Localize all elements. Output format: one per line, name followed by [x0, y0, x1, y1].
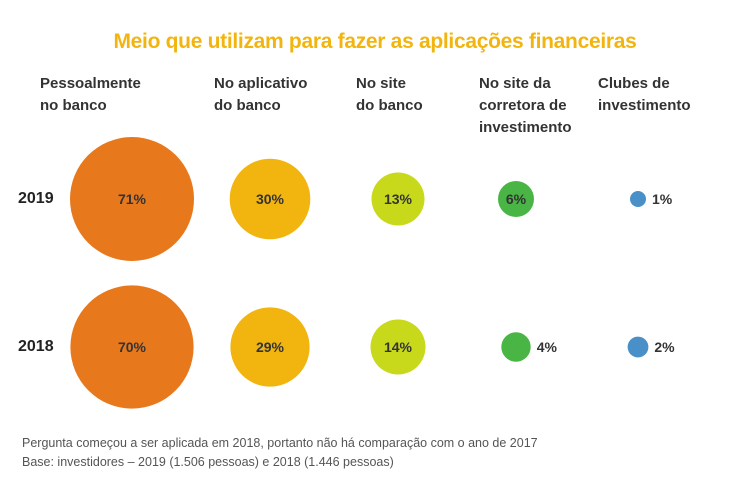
row-label-2018: 2018 — [18, 338, 54, 355]
bubble-2019-2 — [371, 172, 425, 226]
footnote-base: Base: investidores – 2019 (1.506 pessoas… — [22, 455, 394, 469]
column-header-site-corretora: No site da corretora de investimento — [479, 75, 572, 136]
chart-title: Meio que utilizam para fazer as aplicaçõ… — [113, 30, 637, 53]
bubble-label-2018-4: 2% — [654, 339, 675, 355]
bubble-label-2019-4: 1% — [652, 191, 673, 207]
bubble-label-2018-3: 4% — [537, 339, 558, 355]
bubble-2019-1 — [229, 158, 311, 240]
bubble-2018-0 — [70, 285, 194, 409]
bubble-2018-3 — [501, 332, 531, 362]
bubble-2019-0 — [70, 137, 194, 261]
column-header-pessoalmente: Pessoalmente no banco — [40, 75, 141, 114]
bubble-label-2018-0: 70% — [118, 339, 147, 355]
bubble-label-2019-1: 30% — [256, 191, 285, 207]
footnote-question: Pergunta começou a ser aplicada em 2018,… — [22, 436, 538, 450]
bubble-label-2019-2: 13% — [384, 191, 413, 207]
column-header-aplicativo: No aplicativo do banco — [214, 75, 308, 114]
bubble-label-2018-1: 29% — [256, 339, 285, 355]
row-label-2019: 2019 — [18, 190, 54, 207]
bubble-2018-2 — [370, 319, 426, 375]
bubble-2018-1 — [230, 307, 310, 387]
bubble-2019-3 — [498, 181, 534, 217]
bubble-label-2018-2: 14% — [384, 339, 413, 355]
bubble-2019-4 — [630, 191, 646, 207]
bubble-2018-4 — [627, 336, 649, 358]
column-header-site-banco: No site do banco — [356, 75, 423, 114]
column-header-clubes: Clubes de investimento — [598, 75, 691, 114]
bubble-label-2019-0: 71% — [118, 191, 147, 207]
bubble-label-2019-3: 6% — [506, 191, 527, 207]
